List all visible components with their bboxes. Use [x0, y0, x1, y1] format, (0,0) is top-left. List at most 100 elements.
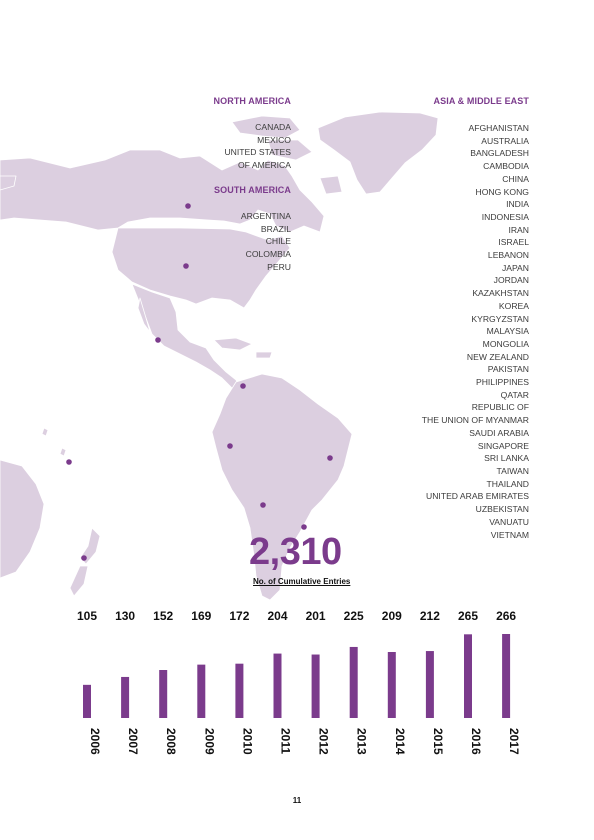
map-marker	[260, 502, 266, 508]
entries-bar-chart: 105 2006 130 2007 152 2008 169 2009 172 2010 204 20…	[77, 609, 521, 755]
asia-middle-east-country-list: AFGHANISTAN AUSTRALIA BANGLADESH CAMBODIA CH…	[422, 122, 529, 541]
bar-value-label: 130	[115, 609, 135, 623]
bar-value-label: 172	[229, 609, 249, 623]
country-item: PHILIPPINES	[475, 377, 529, 388]
region-title-south-america: SOUTH AMERICA	[214, 185, 291, 195]
map-canada	[0, 149, 325, 233]
country-item: JORDAN	[493, 275, 529, 286]
bar-value-label: 201	[306, 609, 326, 623]
x-tick-label: 2015	[431, 728, 445, 755]
bar	[349, 646, 358, 718]
bar	[387, 652, 396, 718]
x-tick-label: 2011	[279, 728, 293, 754]
country-item: AFGHANISTAN	[468, 123, 529, 133]
bar	[273, 653, 282, 718]
country-item: INDIA	[506, 199, 529, 210]
country-item: CAMBODIA	[483, 161, 529, 172]
country-item: UNITED ARAB EMIRATES	[426, 491, 529, 502]
country-item: MEXICO	[257, 134, 291, 145]
country-item: HONG KONG	[475, 186, 529, 197]
country-item: VIETNAM	[490, 529, 529, 540]
country-item: CANADA	[255, 122, 291, 132]
map-marker	[327, 455, 333, 461]
x-tick-label: 2006	[88, 728, 102, 755]
south-america-country-list: ARGENTINA BRAZIL CHILE COLOMBIA PERU	[241, 210, 291, 274]
bar	[83, 684, 91, 718]
country-item: NEW ZEALAND	[466, 351, 529, 362]
country-item: AUSTRALIA	[481, 135, 529, 146]
country-item: INDONESIA	[481, 211, 529, 222]
map-new-zealand	[79, 527, 101, 565]
country-item: KOREA	[498, 300, 529, 311]
bar	[121, 676, 130, 718]
bar	[197, 664, 206, 718]
region-title-north-america: NORTH AMERICA	[213, 96, 291, 106]
country-item: ARGENTINA	[240, 211, 291, 221]
map-marker	[183, 263, 189, 269]
country-item: MALAYSIA	[486, 326, 529, 337]
bar	[502, 634, 511, 718]
map-marker	[66, 459, 72, 465]
country-item: MONGOLIA	[482, 338, 529, 349]
country-item: OF AMERICA	[237, 160, 291, 171]
country-item: THAILAND	[486, 478, 530, 489]
map-marker	[185, 203, 191, 209]
map-arctic-islands	[231, 115, 301, 139]
x-tick-label: 2007	[126, 728, 140, 755]
bar	[159, 670, 168, 718]
bar	[311, 654, 320, 718]
country-item: ISRAEL	[498, 237, 529, 248]
map-marker	[240, 383, 246, 389]
country-item: LEBANON	[487, 250, 529, 261]
country-item: PERU	[267, 261, 291, 272]
bar-value-label: 169	[191, 609, 211, 623]
north-america-country-list: CANADA MEXICO UNITED STATES OF AMERICA	[224, 121, 291, 172]
country-item: REPUBLIC OF	[471, 402, 529, 413]
country-item: SINGAPORE	[477, 440, 529, 451]
country-item: BANGLADESH	[470, 148, 529, 159]
x-tick-label: 2013	[355, 728, 369, 755]
bar-value-label: 105	[77, 609, 97, 623]
bar-value-label: 265	[458, 609, 478, 623]
bar-value-label: 212	[420, 609, 440, 623]
country-item: TAIWAN	[496, 465, 529, 476]
country-item: JAPAN	[501, 262, 529, 273]
bar	[464, 634, 472, 718]
x-tick-label: 2010	[240, 728, 254, 755]
cumulative-entries-label: No. of Cumulative Entries	[253, 577, 351, 586]
country-item: SAUDI ARABIA	[469, 427, 529, 438]
bar	[425, 651, 434, 718]
map-marker	[81, 555, 87, 561]
x-tick-label: 2009	[202, 728, 216, 755]
x-tick-label: 2014	[393, 728, 407, 755]
bar-value-label: 266	[496, 609, 516, 623]
country-item: SRI LANKA	[484, 453, 529, 464]
country-item: PAKISTAN	[487, 364, 529, 375]
map-marker	[227, 443, 233, 449]
map-usa	[111, 227, 291, 309]
country-item: QATAR	[500, 389, 529, 400]
bar-value-label: 225	[344, 609, 364, 623]
region-title-asia-middle-east: ASIA & MIDDLE EAST	[433, 96, 529, 106]
country-item: KAZAKHSTAN	[472, 288, 529, 299]
country-item: VANUATU	[489, 516, 529, 527]
bar-value-label: 204	[267, 609, 287, 623]
world-map	[0, 111, 439, 600]
country-item: CHINA	[502, 173, 529, 184]
map-south-america	[211, 373, 353, 600]
map-greenland	[317, 111, 439, 195]
country-item: BRAZIL	[260, 223, 291, 234]
bar-value-label: 152	[153, 609, 173, 623]
map-marker	[301, 524, 307, 530]
x-tick-label: 2012	[317, 728, 331, 755]
bar-value-label: 209	[382, 609, 402, 623]
map-australia-edge	[0, 459, 45, 579]
country-item: UNITED STATES	[224, 147, 291, 158]
country-item: THE UNION OF MYANMAR	[421, 415, 529, 426]
page-number: 11	[292, 796, 302, 805]
country-item: CHILE	[265, 236, 291, 247]
bar	[235, 663, 244, 718]
x-tick-label: 2008	[164, 728, 178, 755]
x-tick-label: 2016	[469, 728, 483, 755]
map-caribbean	[213, 337, 253, 351]
